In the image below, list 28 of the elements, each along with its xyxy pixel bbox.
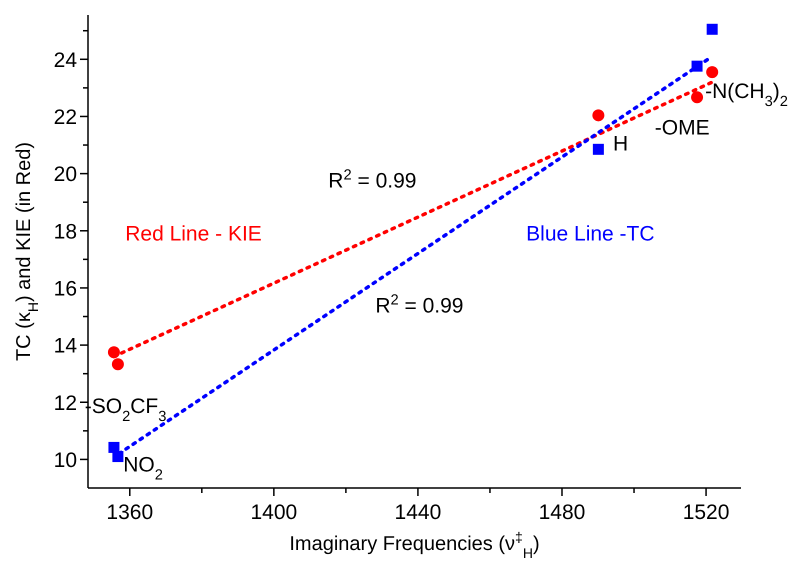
y-tick-label: 20 xyxy=(54,163,77,186)
x-tick-label: 1400 xyxy=(250,501,298,524)
annotation: NO$_{2}$ xyxy=(123,453,163,484)
x-tick-label: 1360 xyxy=(106,501,154,524)
annotation: R$^{2}$ = 0.99 xyxy=(328,168,416,193)
point xyxy=(592,109,604,122)
point xyxy=(691,91,704,104)
annotation: R$^{2}$ = 0.99 xyxy=(375,292,464,318)
y-tick-label: 14 xyxy=(54,334,78,358)
x-tick-label: 1480 xyxy=(538,501,586,524)
y-tick-label: 10 xyxy=(54,448,77,472)
point xyxy=(706,24,718,35)
series-label: Red Line - KIE xyxy=(125,222,262,246)
series-label: Blue Line -TC xyxy=(526,222,655,246)
point xyxy=(706,66,718,78)
annotation: -OME xyxy=(654,116,710,140)
y-tick-label: 16 xyxy=(54,278,77,300)
x-tick-label: 1440 xyxy=(394,501,442,524)
y-tick-label: 22 xyxy=(54,106,77,130)
x-axis-title: Imaginary Frequencies (ν$^{‡}$$_{H}$) xyxy=(289,529,540,561)
y-tick-label: 12 xyxy=(54,392,77,415)
y-tick-label: 18 xyxy=(54,220,77,244)
x-tick-label: 1520 xyxy=(682,501,730,524)
annotation: -N(CH$_{3}$)$_{2}$ xyxy=(705,80,788,110)
y-tick-label: 24 xyxy=(54,48,78,72)
point xyxy=(112,358,124,370)
annotation: H xyxy=(613,132,628,156)
point xyxy=(592,144,604,155)
